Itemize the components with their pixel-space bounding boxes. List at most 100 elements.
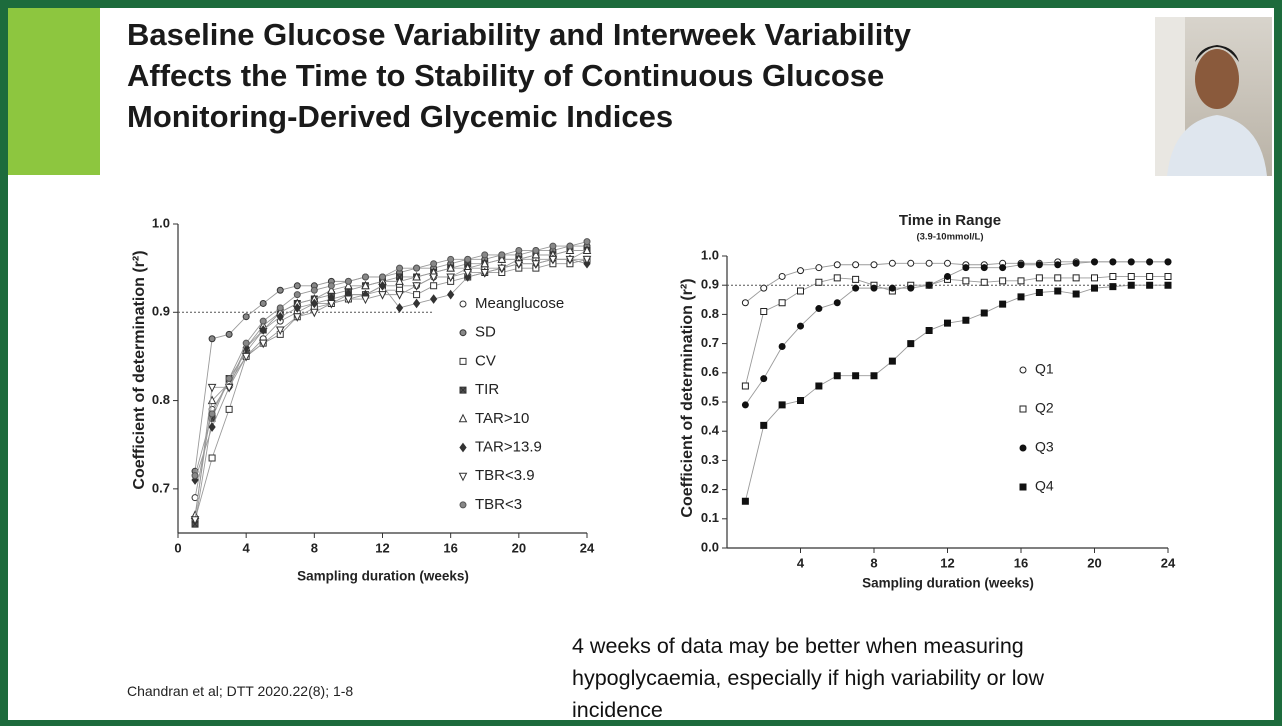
- data-point: [582, 245, 592, 254]
- data-point: [515, 246, 523, 254]
- data-point: [413, 291, 421, 299]
- data-point: [208, 422, 216, 432]
- data-point: [1146, 258, 1154, 266]
- data-point: [480, 269, 490, 278]
- y-tick-label: 0.3: [701, 452, 719, 467]
- speaker-video: [1155, 17, 1272, 176]
- x-axis-label: Sampling duration (weeks): [297, 569, 469, 584]
- data-point: [498, 251, 506, 259]
- data-point: [396, 264, 404, 272]
- data-point: [962, 264, 970, 272]
- data-point: [446, 263, 455, 272]
- data-point: [276, 304, 284, 312]
- data-point: [412, 282, 421, 291]
- data-point: [429, 273, 438, 283]
- legend-marker: [1019, 483, 1027, 491]
- data-point: [999, 277, 1007, 285]
- legend-label: CV: [475, 352, 496, 369]
- data-point: [888, 259, 896, 267]
- x-axis-label: Sampling duration (weeks): [862, 576, 1034, 591]
- y-axis-label: Coefficient of determination (r²): [679, 278, 696, 517]
- data-point: [741, 382, 749, 390]
- x-tick-label: 8: [311, 540, 318, 555]
- legend-marker: [458, 413, 468, 423]
- data-point: [778, 401, 786, 409]
- y-tick-label: 1.0: [701, 247, 719, 262]
- data-point: [833, 274, 841, 282]
- data-point: [310, 298, 318, 309]
- data-point: [531, 260, 541, 269]
- data-point: [463, 269, 473, 278]
- data-point: [208, 454, 216, 462]
- data-point: [242, 313, 250, 321]
- data-point: [907, 284, 915, 292]
- x-tick-label: 20: [1087, 555, 1101, 570]
- legend-label: Q1: [1035, 361, 1054, 377]
- x-tick-label: 4: [243, 540, 251, 555]
- data-point: [760, 284, 768, 292]
- data-point: [413, 264, 421, 272]
- y-tick-label: 0.1: [701, 510, 719, 525]
- data-point: [1127, 272, 1135, 280]
- legend-marker: [1019, 405, 1027, 413]
- legend-label: Q3: [1035, 439, 1054, 455]
- data-point: [242, 339, 250, 347]
- data-point: [870, 261, 878, 269]
- data-point: [566, 242, 574, 250]
- chart-subtitle: (3.9-10mmol/L): [916, 232, 983, 243]
- data-point: [980, 278, 988, 286]
- data-point: [1035, 274, 1043, 282]
- data-point: [888, 357, 896, 365]
- data-point: [797, 267, 804, 275]
- data-point: [925, 281, 933, 289]
- data-point: [259, 317, 267, 325]
- y-tick-label: 0.8: [701, 306, 719, 321]
- series-line: [194, 245, 587, 472]
- data-point: [327, 285, 336, 294]
- data-point: [310, 308, 319, 318]
- data-point: [797, 397, 804, 405]
- data-point: [1127, 258, 1135, 266]
- y-tick-label: 1.0: [152, 215, 170, 230]
- y-tick-label: 0.7: [701, 335, 719, 350]
- data-point: [907, 259, 915, 267]
- data-point: [276, 311, 284, 322]
- data-point: [1054, 261, 1062, 269]
- data-point: [980, 264, 988, 272]
- citation: Chandran et al; DTT 2020.22(8); 1-8: [127, 683, 354, 699]
- data-point: [907, 340, 915, 348]
- title-line: Monitoring-Derived Glycemic Indices: [127, 99, 674, 134]
- data-point: [1164, 281, 1172, 289]
- x-tick-label: 12: [940, 555, 954, 570]
- data-point: [962, 316, 970, 324]
- data-point: [833, 261, 841, 269]
- data-point: [815, 382, 823, 390]
- data-point: [241, 352, 251, 362]
- data-point: [395, 276, 404, 285]
- data-point: [207, 383, 217, 393]
- title-line: Baseline Glucose Variability and Interwe…: [127, 17, 911, 52]
- data-point: [275, 326, 285, 336]
- data-point: [447, 289, 455, 300]
- legend-label: SD: [475, 324, 496, 341]
- data-point: [412, 271, 421, 281]
- data-point: [1164, 272, 1172, 280]
- data-point: [1072, 274, 1080, 282]
- data-point: [327, 299, 336, 309]
- data-point: [514, 260, 524, 269]
- data-point: [944, 319, 951, 327]
- data-point: [361, 280, 370, 290]
- legend-label: TAR>13.9: [475, 438, 542, 455]
- data-point: [1035, 261, 1043, 269]
- data-point: [480, 258, 490, 268]
- data-point: [1035, 289, 1043, 296]
- data-point: [1091, 258, 1098, 266]
- x-tick-label: 16: [443, 540, 457, 555]
- data-point: [292, 313, 302, 322]
- data-point: [565, 245, 575, 254]
- data-point: [225, 330, 233, 338]
- series-line: [745, 261, 1168, 304]
- data-point: [208, 335, 216, 343]
- chart-title: Time in Range: [899, 212, 1001, 229]
- data-point: [1054, 274, 1062, 282]
